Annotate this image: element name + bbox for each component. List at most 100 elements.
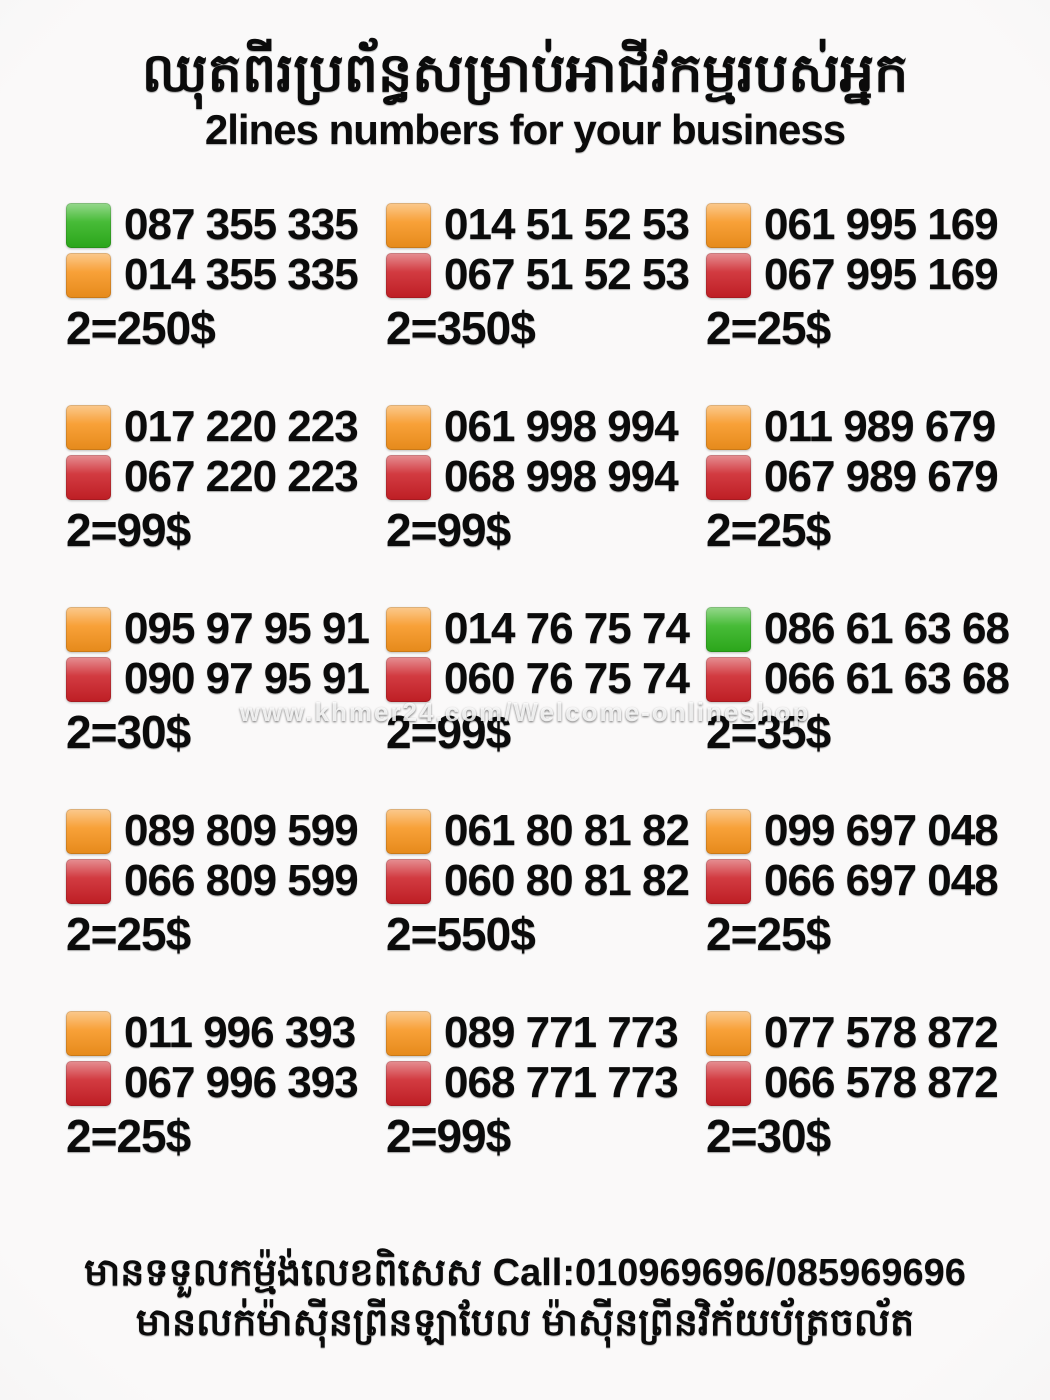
pair-price: 2=25$ (706, 301, 831, 354)
phone-number: 067 989 679 (764, 452, 999, 502)
number-line: 089 809 599 (66, 806, 386, 856)
phone-number: 077 578 872 (764, 1008, 999, 1058)
number-line: 011 989 679 (706, 402, 1026, 452)
number-pair-card: 011 996 393 067 996 393 2=25$ (66, 1008, 386, 1163)
pair-price: 2=30$ (706, 1109, 831, 1162)
number-line: 067 995 169 (706, 250, 1026, 300)
number-pair-card: 089 771 773 068 771 773 2=99$ (386, 1008, 706, 1163)
phone-number: 011 989 679 (764, 402, 996, 452)
number-pair-card: 095 97 95 91 090 97 95 91 2=30$ (66, 604, 386, 759)
phone-number: 089 809 599 (124, 806, 359, 856)
number-pair-card: 061 80 81 82 060 80 81 82 2=550$ (386, 806, 706, 961)
number-line: 095 97 95 91 (66, 604, 386, 654)
footer: មានទទួលកម្ម៉ង់លេខពិសេស Call:010969696/08… (0, 1249, 1050, 1348)
phone-number: 089 771 773 (444, 1008, 679, 1058)
sim-color-square-icon (386, 1060, 431, 1106)
sim-color-square-icon (66, 858, 111, 904)
sim-color-square-icon (66, 1060, 111, 1106)
phone-number: 061 80 81 82 (444, 806, 690, 856)
sim-color-square-icon (386, 656, 431, 702)
phone-number: 060 76 75 74 (444, 654, 690, 704)
pair-price: 2=25$ (706, 503, 831, 556)
number-line: 011 996 393 (66, 1008, 386, 1058)
phone-number: 061 995 169 (764, 200, 999, 250)
number-line: 067 989 679 (706, 452, 1026, 502)
phone-number: 068 998 994 (444, 452, 679, 502)
number-line: 066 809 599 (66, 856, 386, 906)
number-line: 061 998 994 (386, 402, 706, 452)
pair-price: 2=25$ (66, 1109, 191, 1162)
phone-number: 068 771 773 (444, 1058, 679, 1108)
phone-number: 086 61 63 68 (764, 604, 1010, 654)
number-line: 060 80 81 82 (386, 856, 706, 906)
number-line: 087 355 335 (66, 200, 386, 250)
number-pair-card: 014 51 52 53 067 51 52 53 2=350$ (386, 200, 706, 355)
pair-price: 2=25$ (66, 907, 191, 960)
pair-price: 2=350$ (386, 301, 536, 354)
sim-color-square-icon (386, 252, 431, 298)
phone-number: 014 76 75 74 (444, 604, 690, 654)
sim-color-square-icon (706, 404, 751, 450)
sim-color-square-icon (706, 1060, 751, 1106)
pair-price: 2=99$ (386, 705, 511, 758)
phone-number: 066 697 048 (764, 856, 999, 906)
sim-color-square-icon (66, 1010, 111, 1056)
number-pair-card: 014 76 75 74 060 76 75 74 2=99$ (386, 604, 706, 759)
number-pair-card: 089 809 599 066 809 599 2=25$ (66, 806, 386, 961)
sim-color-square-icon (66, 808, 111, 854)
footer-printer-line: មានលក់ម៉ាស៊ីនព្រីនឡាបែល ម៉ាស៊ីនព្រីនវិក័… (135, 1301, 915, 1344)
sim-color-square-icon (386, 454, 431, 500)
number-line: 014 76 75 74 (386, 604, 706, 654)
sim-color-square-icon (706, 656, 751, 702)
pair-price: 2=99$ (386, 503, 511, 556)
number-line: 068 998 994 (386, 452, 706, 502)
pair-price: 2=99$ (386, 1109, 511, 1162)
footer-order-khmer: មានទទួលកម្ម៉ង់លេខពិសេស (84, 1252, 483, 1295)
phone-number: 017 220 223 (124, 402, 359, 452)
number-line: 066 697 048 (706, 856, 1026, 906)
sim-color-square-icon (706, 808, 751, 854)
phone-number: 014 51 52 53 (444, 200, 690, 250)
phone-number: 066 809 599 (124, 856, 359, 906)
sim-color-square-icon (66, 454, 111, 500)
sim-color-square-icon (66, 656, 111, 702)
footer-order-line: មានទទួលកម្ម៉ង់លេខពិសេស Call:010969696/08… (0, 1249, 1050, 1298)
sim-color-square-icon (706, 454, 751, 500)
phone-number: 011 996 393 (124, 1008, 356, 1058)
number-line: 090 97 95 91 (66, 654, 386, 704)
phone-number: 066 61 63 68 (764, 654, 1010, 704)
sim-color-square-icon (386, 606, 431, 652)
number-line: 066 61 63 68 (706, 654, 1026, 704)
phone-number: 067 220 223 (124, 452, 359, 502)
number-pair-card: 017 220 223 067 220 223 2=99$ (66, 402, 386, 557)
number-line: 068 771 773 (386, 1058, 706, 1108)
header: ឈុតពីរប្រព័ន្ធសម្រាប់អាជីវកម្មរបស់អ្នក 2… (0, 0, 1050, 152)
pair-price: 2=30$ (66, 705, 191, 758)
sim-color-square-icon (706, 858, 751, 904)
pair-price: 2=25$ (706, 907, 831, 960)
number-line: 017 220 223 (66, 402, 386, 452)
offers-grid: 087 355 335 014 355 335 2=250$ 014 51 52… (66, 200, 1050, 1163)
phone-number: 066 578 872 (764, 1058, 999, 1108)
phone-number: 090 97 95 91 (124, 654, 370, 704)
number-line: 099 697 048 (706, 806, 1026, 856)
sim-color-square-icon (706, 606, 751, 652)
phone-number: 067 996 393 (124, 1058, 359, 1108)
sim-color-square-icon (386, 1010, 431, 1056)
number-pair-card: 087 355 335 014 355 335 2=250$ (66, 200, 386, 355)
number-line: 061 995 169 (706, 200, 1026, 250)
phone-number: 067 995 169 (764, 250, 999, 300)
number-line: 061 80 81 82 (386, 806, 706, 856)
sim-color-square-icon (66, 404, 111, 450)
number-pair-card: 061 995 169 067 995 169 2=25$ (706, 200, 1026, 355)
number-line: 066 578 872 (706, 1058, 1026, 1108)
number-line: 067 996 393 (66, 1058, 386, 1108)
sim-color-square-icon (66, 202, 111, 248)
sim-color-square-icon (386, 404, 431, 450)
pair-price: 2=99$ (66, 503, 191, 556)
number-line: 089 771 773 (386, 1008, 706, 1058)
number-line: 067 51 52 53 (386, 250, 706, 300)
number-pair-card: 086 61 63 68 066 61 63 68 2=35$ (706, 604, 1026, 759)
number-pair-card: 099 697 048 066 697 048 2=25$ (706, 806, 1026, 961)
